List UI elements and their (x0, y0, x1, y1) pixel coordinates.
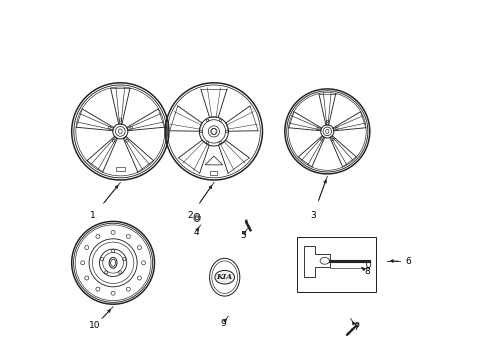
Text: KIA: KIA (216, 273, 232, 281)
Text: 10: 10 (89, 321, 101, 330)
Text: 4: 4 (193, 228, 198, 237)
Bar (116, 167, 124, 171)
Text: 3: 3 (309, 211, 315, 220)
Text: 5: 5 (239, 231, 245, 240)
Text: 9: 9 (220, 320, 225, 328)
Text: 1: 1 (90, 211, 96, 220)
Text: 8: 8 (363, 267, 369, 276)
Bar (210, 171, 217, 175)
Ellipse shape (214, 270, 234, 284)
Text: 2: 2 (187, 211, 193, 220)
Text: 7: 7 (352, 323, 358, 332)
Bar (296, 238, 375, 292)
Text: 6: 6 (405, 256, 410, 265)
